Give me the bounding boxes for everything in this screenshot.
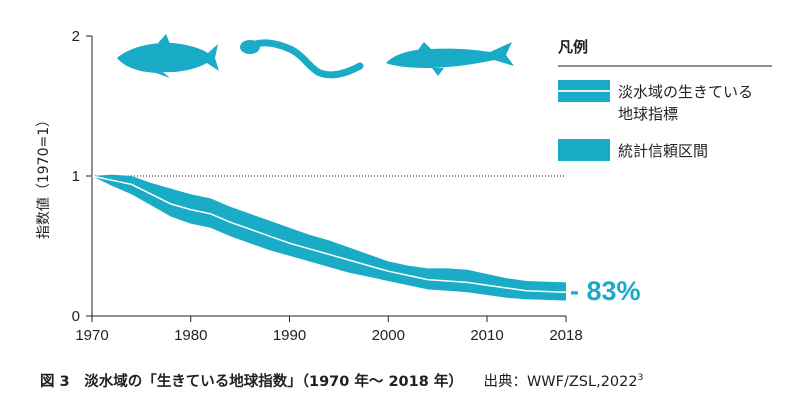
x-tick-label: 1990 — [273, 327, 306, 344]
confidence-interval-band — [92, 174, 566, 301]
legend-label-ci: 統計信頼区間 — [618, 142, 708, 160]
y-tick-label: 0 — [72, 308, 80, 325]
legend: 凡例 淡水域の生きている 地球指標 統計信頼区間 — [558, 38, 772, 161]
source-reference: 3 — [637, 373, 644, 384]
legend-title: 凡例 — [558, 38, 588, 56]
index-line — [91, 175, 567, 293]
y-tick-label: 2 — [72, 28, 80, 45]
x-tick-label: 1970 — [75, 327, 108, 344]
x-tick-label: 2018 — [549, 327, 582, 344]
chart-figure: 1970 1980 1990 2000 2010 2018 0 1 2 指数値（1970=1）… — [36, 28, 772, 344]
figure-title: 淡水域の「生きている地球指数」（1970 年〜 2018 年） — [84, 374, 463, 390]
y-axis-title: 指数値（1970=1） — [36, 113, 52, 239]
figure-label: 図 3 — [40, 374, 70, 390]
sturgeon-silhouette-icon — [386, 42, 514, 76]
y-axis — [86, 35, 93, 317]
legend-item-ci: 統計信頼区間 — [558, 139, 708, 161]
eel-silhouette-icon — [240, 39, 364, 79]
salmon-silhouette-icon — [117, 34, 219, 78]
decline-annotation: - 83% — [570, 276, 641, 306]
figure-source: 出典：WWF/ZSL,20223 — [483, 373, 644, 390]
legend-item-index: 淡水域の生きている 地球指標 — [558, 80, 753, 123]
figure-caption: 図 3 淡水域の「生きている地球指数」（1970 年〜 2018 年） 出典：W… — [40, 370, 643, 391]
x-tick-label: 1980 — [174, 327, 207, 344]
legend-label-index-line1: 淡水域の生きている — [618, 83, 753, 101]
legend-label-index-line2: 地球指標 — [618, 105, 678, 123]
x-tick-label: 2010 — [470, 327, 503, 344]
x-tick-label: 2000 — [372, 327, 405, 344]
y-tick-label: 1 — [72, 168, 80, 185]
